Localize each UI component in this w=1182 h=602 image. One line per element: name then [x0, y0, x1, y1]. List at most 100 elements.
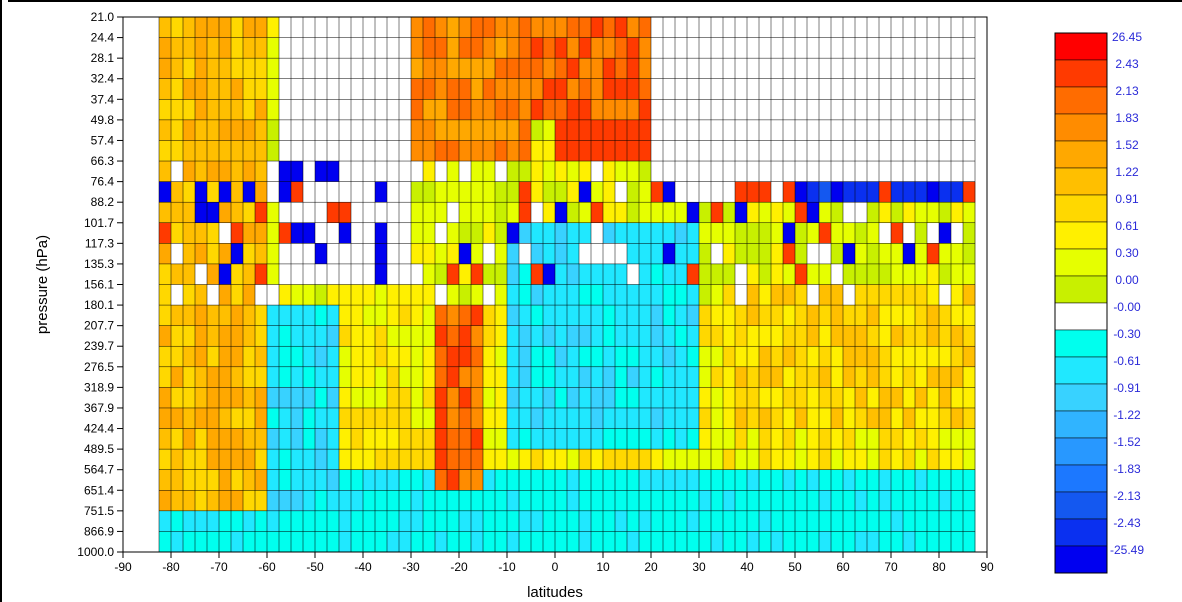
colorbar-label: -0.61 — [1113, 354, 1141, 368]
heatmap-cell — [663, 469, 676, 491]
heatmap-cell — [171, 510, 184, 532]
heatmap-cell — [807, 366, 820, 388]
heatmap-cell — [675, 78, 688, 100]
heatmap-cell — [627, 202, 640, 224]
y-tick-label: 37.4 — [91, 92, 115, 106]
heatmap-cell — [231, 284, 244, 306]
colorbar-label: 0.00 — [1115, 273, 1139, 287]
heatmap-cell — [387, 222, 400, 244]
heatmap-cell — [303, 469, 316, 491]
heatmap-cell — [735, 490, 748, 512]
heatmap-cell — [399, 202, 412, 224]
heatmap-cell — [495, 99, 508, 121]
heatmap-cell — [291, 325, 304, 347]
heatmap-cell — [675, 449, 688, 470]
heatmap-cell — [675, 366, 688, 388]
heatmap-cell — [819, 449, 832, 470]
heatmap-cell — [927, 531, 940, 553]
heatmap-cell — [495, 37, 508, 59]
heatmap-cell — [351, 407, 364, 429]
heatmap-cell — [387, 490, 400, 512]
heatmap-cell — [567, 531, 580, 553]
x-axis-ticks: -90 -80 -70 -60 -50 -40 -30 -20 -10 0 10 20 30 40 50 60… — [114, 552, 994, 574]
heatmap-cell — [471, 366, 484, 388]
heatmap-cell — [867, 78, 880, 100]
heatmap-cell — [711, 284, 724, 306]
heatmap-cell — [447, 469, 460, 491]
heatmap-cell — [423, 346, 436, 368]
heatmap-cell — [675, 346, 688, 368]
heatmap-cell — [891, 469, 904, 491]
heatmap-cell — [219, 366, 232, 388]
heatmap-cell — [963, 366, 976, 388]
heatmap-cell — [255, 140, 268, 162]
heatmap-cell — [351, 78, 364, 100]
heatmap-cell — [963, 263, 976, 285]
heatmap-cell — [267, 243, 280, 265]
heatmap-cell — [807, 428, 820, 450]
heatmap-cell — [807, 78, 820, 100]
heatmap-cell — [531, 202, 544, 224]
heatmap-cell — [315, 58, 328, 80]
heatmap-cell — [459, 78, 472, 100]
heatmap-cell — [927, 263, 940, 285]
heatmap-cell — [195, 17, 208, 38]
heatmap-cell — [183, 202, 196, 224]
heatmap-cell — [303, 284, 316, 306]
heatmap-cell — [951, 407, 964, 429]
heatmap-cell — [759, 202, 772, 224]
heatmap-cell — [795, 305, 808, 326]
heatmap-cell — [903, 37, 916, 59]
heatmap-cell — [519, 161, 532, 182]
heatmap-cell — [939, 490, 952, 512]
heatmap-cell — [459, 99, 472, 121]
heatmap-cell — [183, 284, 196, 306]
heatmap-cell — [831, 407, 844, 429]
heatmap-cell — [183, 490, 196, 512]
heatmap-cell — [819, 222, 832, 244]
heatmap-cell — [219, 510, 232, 532]
heatmap-cell — [183, 407, 196, 429]
heatmap-cell — [819, 366, 832, 388]
heatmap-cell — [495, 305, 508, 326]
heatmap-cell — [507, 387, 520, 409]
heatmap-cell — [891, 37, 904, 59]
heatmap-cell — [411, 78, 424, 100]
heatmap-cell — [483, 407, 496, 429]
heatmap-cell — [195, 490, 208, 512]
heatmap-cell — [639, 263, 652, 285]
heatmap-cell — [519, 449, 532, 470]
heatmap-cell — [747, 305, 760, 326]
heatmap-cell — [375, 510, 388, 532]
heatmap-cell — [183, 428, 196, 450]
heatmap-cell — [315, 510, 328, 532]
heatmap-cell — [855, 222, 868, 244]
heatmap-cell — [807, 140, 820, 162]
heatmap-cell — [735, 99, 748, 121]
heatmap-cell — [891, 140, 904, 162]
colorbar-swatch — [1054, 356, 1108, 385]
heatmap-cell — [831, 161, 844, 182]
heatmap-cell — [579, 428, 592, 450]
colorbar-label: 2.13 — [1115, 84, 1139, 98]
heatmap-cell — [939, 243, 952, 265]
heatmap-cell — [591, 202, 604, 224]
heatmap-cell — [675, 284, 688, 306]
heatmap-cell — [591, 346, 604, 368]
heatmap-cell — [267, 284, 280, 306]
heatmap-cell — [951, 140, 964, 162]
heatmap-cell — [255, 263, 268, 285]
heatmap-cell — [315, 99, 328, 121]
heatmap-cell — [867, 284, 880, 306]
heatmap-cell — [567, 428, 580, 450]
heatmap-cell — [375, 222, 388, 244]
heatmap-cell — [963, 161, 976, 182]
heatmap-cell — [603, 119, 616, 141]
heatmap-cell — [639, 78, 652, 100]
heatmap-cell — [447, 510, 460, 532]
heatmap-cell — [603, 161, 616, 182]
heatmap-cell — [783, 161, 796, 182]
heatmap-cell — [231, 202, 244, 224]
heatmap-cell — [747, 202, 760, 224]
heatmap-cell — [747, 37, 760, 59]
